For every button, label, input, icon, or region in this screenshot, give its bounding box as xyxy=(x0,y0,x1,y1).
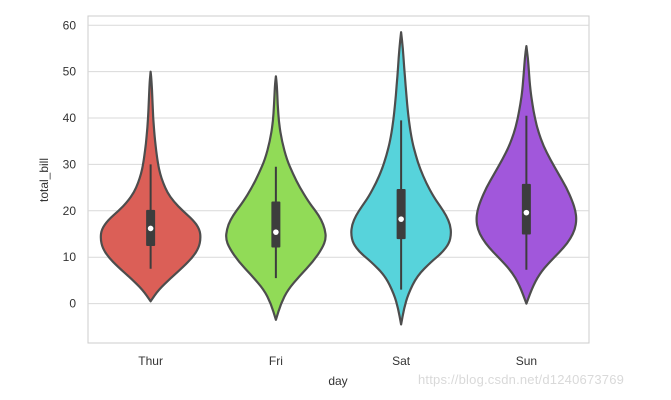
violin-median-dot xyxy=(273,229,279,235)
violin-iqr-box xyxy=(521,183,531,235)
violin-sun xyxy=(475,45,578,305)
watermark: https://blog.csdn.net/d1240673769 xyxy=(418,372,625,387)
y-tick-labels: 0 10 20 30 40 50 60 xyxy=(63,18,77,310)
x-tick-label: Fri xyxy=(269,354,283,368)
y-tick-label: 30 xyxy=(63,157,77,171)
x-axis-label: day xyxy=(328,374,347,388)
violin-iqr-box xyxy=(396,189,406,240)
y-tick-label: 50 xyxy=(63,65,77,79)
x-tick-label: Thur xyxy=(138,354,163,368)
x-tick-label: Sat xyxy=(392,354,411,368)
y-axis-label: total_bill xyxy=(37,158,51,202)
violin-median-dot xyxy=(147,225,154,232)
violins xyxy=(99,31,578,326)
violin-sat xyxy=(350,31,452,326)
y-tick-label: 40 xyxy=(63,111,77,125)
violin-iqr-box xyxy=(271,201,281,248)
y-tick-label: 20 xyxy=(63,204,77,218)
x-tick-labels: Thur Fri Sat Sun xyxy=(138,354,537,368)
x-tick-label: Sun xyxy=(516,354,537,368)
y-tick-label: 60 xyxy=(63,18,77,32)
violin-median-dot xyxy=(523,209,530,216)
y-tick-label: 10 xyxy=(63,250,77,264)
y-tick-label: 0 xyxy=(69,297,76,311)
violin-median-dot xyxy=(398,216,404,222)
violin-thur xyxy=(99,70,202,303)
violin-fri xyxy=(225,75,327,321)
